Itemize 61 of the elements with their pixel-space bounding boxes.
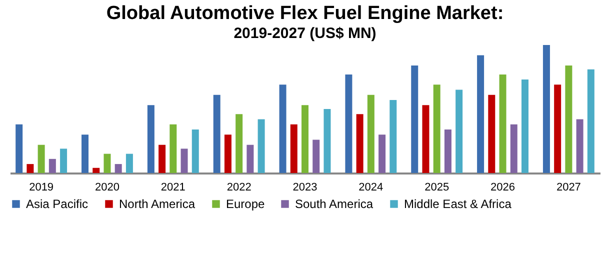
- legend-label: Asia Pacific: [26, 197, 88, 211]
- bar: [290, 124, 298, 173]
- bar: [433, 84, 440, 173]
- bar: [378, 134, 386, 173]
- bar: [587, 69, 594, 173]
- bar: [126, 154, 133, 173]
- x-tick-label: 2025: [424, 182, 450, 194]
- bar: [92, 168, 100, 173]
- x-tick-label: 2021: [160, 182, 186, 194]
- x-tick-label: 2024: [358, 182, 384, 194]
- bar: [114, 164, 122, 173]
- bar: [246, 144, 254, 173]
- legend-label: Middle East & Africa: [404, 197, 512, 211]
- bar: [147, 105, 154, 173]
- bar: [345, 74, 352, 173]
- x-tick-label: 2019: [29, 182, 54, 194]
- bar: [499, 74, 506, 173]
- bar: [16, 124, 23, 173]
- bar: [510, 124, 518, 173]
- x-tick-label: 2027: [556, 182, 581, 194]
- bar: [542, 45, 550, 173]
- bar: [554, 84, 562, 173]
- legend-label: North America: [119, 197, 196, 211]
- bar: [390, 100, 397, 173]
- x-tick-label: 2026: [490, 182, 516, 194]
- bar: [213, 94, 220, 173]
- bar: [180, 148, 188, 173]
- legend-label: Europe: [226, 197, 266, 211]
- x-tick-label: 2022: [226, 182, 252, 194]
- bar: [356, 114, 364, 173]
- chart-subtitle: 2019-2027 (US$ MN): [234, 25, 376, 42]
- bar: [444, 129, 452, 173]
- bar: [82, 134, 89, 173]
- bar: [236, 114, 243, 173]
- bar: [38, 144, 45, 173]
- bar: [258, 119, 265, 173]
- legend-label: South America: [295, 197, 374, 211]
- bar: [170, 124, 177, 173]
- bar: [279, 84, 286, 173]
- bar: [104, 154, 111, 173]
- bar: [26, 164, 34, 173]
- bar: [48, 158, 56, 173]
- x-tick-label: 2023: [292, 182, 318, 194]
- bar: [477, 55, 484, 173]
- bar: [456, 90, 463, 173]
- bar: [224, 134, 232, 173]
- bar: [411, 65, 418, 173]
- bar: [367, 94, 374, 173]
- bar: [158, 144, 166, 173]
- bar: [565, 65, 572, 173]
- bar: [60, 148, 68, 173]
- bar: [312, 140, 320, 173]
- bar: [302, 105, 308, 173]
- bar: [576, 119, 584, 173]
- bar: [422, 105, 430, 173]
- x-tick-label: 2020: [94, 182, 120, 194]
- bar: [192, 129, 199, 173]
- bar: [521, 80, 528, 173]
- bar: [324, 109, 331, 173]
- bar: [488, 94, 496, 173]
- chart-title: Global Automotive Flex Fuel Engine Market:: [106, 3, 504, 24]
